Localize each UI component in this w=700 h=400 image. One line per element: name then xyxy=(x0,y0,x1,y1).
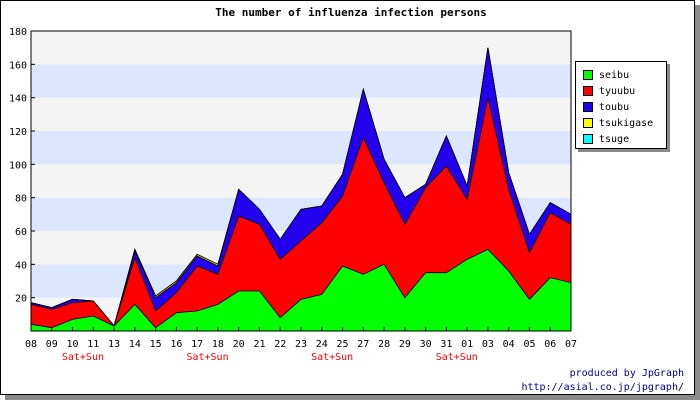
x-tick-labels: 08 09 10 11 13 14 15 16 17 18 20 21 22 23 24 25 27 28 29 30… xyxy=(25,327,577,350)
legend-swatch xyxy=(583,86,593,96)
legend-swatch xyxy=(583,134,593,144)
legend-item-tsuge: tsuge xyxy=(583,132,629,146)
legend-item-tsukigase: tsukigase xyxy=(583,116,653,130)
x-tick-label: 03 xyxy=(482,339,494,350)
legend-label: seibu xyxy=(599,69,630,81)
legend-label: tyuubu xyxy=(599,85,636,97)
x-tick-label: 05 xyxy=(523,339,535,350)
x-tick-label: 23 xyxy=(295,339,307,350)
weekend-labels: Sat+Sun Sat+Sun Sat+Sun Sat+Sun xyxy=(62,352,478,363)
x-tick-label: 29 xyxy=(399,339,411,350)
x-tick-label: 25 xyxy=(337,339,349,350)
legend-swatch xyxy=(583,102,593,112)
area-series xyxy=(30,47,572,332)
x-tick-label: 20 xyxy=(233,339,245,350)
footer-credit: produced by JpGraph http://asial.co.jp/j… xyxy=(521,367,684,395)
legend-label: tsukigase xyxy=(599,117,654,129)
x-tick-label: 08 xyxy=(25,339,37,350)
legend-item-tyuubu: tyuubu xyxy=(583,84,635,98)
weekend-label: Sat+Sun xyxy=(62,352,104,363)
x-tick-label: 16 xyxy=(170,339,182,350)
x-tick-label: 31 xyxy=(440,339,452,350)
chart-title: The number of influenza infection person… xyxy=(215,6,487,19)
grid-band xyxy=(31,31,571,65)
x-tick-label: 14 xyxy=(129,339,141,350)
legend-item-seibu: seibu xyxy=(583,68,629,82)
legend: seibu tyuubu toubu tsukigase tsuge xyxy=(575,61,667,149)
area-seibu xyxy=(30,248,572,332)
weekend-label: Sat+Sun xyxy=(311,352,353,363)
y-tick-label: 80 xyxy=(15,194,27,205)
x-tick-label: 07 xyxy=(565,339,577,350)
legend-item-toubu: toubu xyxy=(583,100,629,114)
y-tick-label: 60 xyxy=(15,227,27,238)
y-tick-label: 160 xyxy=(9,60,27,71)
x-tick-label: 30 xyxy=(420,339,432,350)
legend-label: tsuge xyxy=(599,133,630,145)
legend-label: toubu xyxy=(599,101,630,113)
y-tick-label: 20 xyxy=(15,294,27,305)
x-tick-label: 27 xyxy=(357,339,369,350)
x-tick-label: 22 xyxy=(274,339,286,350)
x-tick-label: 15 xyxy=(150,339,162,350)
weekend-label: Sat+Sun xyxy=(436,352,478,363)
legend-swatch xyxy=(583,118,593,128)
y-tick-label: 180 xyxy=(9,27,27,38)
footer-line-url[interactable]: http://asial.co.jp/jpgraph/ xyxy=(521,382,684,393)
x-tick-label: 13 xyxy=(108,339,120,350)
legend-swatch xyxy=(583,70,593,80)
y-tick-label: 100 xyxy=(9,160,27,171)
x-tick-label: 01 xyxy=(461,339,473,350)
x-tick-label: 24 xyxy=(316,339,328,350)
weekend-label: Sat+Sun xyxy=(186,352,228,363)
y-tick-labels: 20 40 60 80 100 120 140 160 180 xyxy=(9,27,35,305)
x-tick-label: 09 xyxy=(46,339,58,350)
x-tick-label: 28 xyxy=(378,339,390,350)
y-tick-label: 140 xyxy=(9,94,27,105)
x-tick-label: 18 xyxy=(212,339,224,350)
x-tick-label: 10 xyxy=(67,339,79,350)
x-tick-label: 11 xyxy=(87,339,99,350)
x-tick-label: 17 xyxy=(191,339,203,350)
x-tick-label: 21 xyxy=(253,339,265,350)
x-tick-label: 06 xyxy=(544,339,556,350)
footer-line-produced-by: produced by JpGraph xyxy=(569,368,684,379)
x-tick-label: 04 xyxy=(503,339,515,350)
y-tick-label: 40 xyxy=(15,260,27,271)
influenza-area-chart: 20 40 60 80 100 120 140 160 180 08 09 10 11 13 14 15 16… xyxy=(9,6,577,363)
y-tick-label: 120 xyxy=(9,127,27,138)
